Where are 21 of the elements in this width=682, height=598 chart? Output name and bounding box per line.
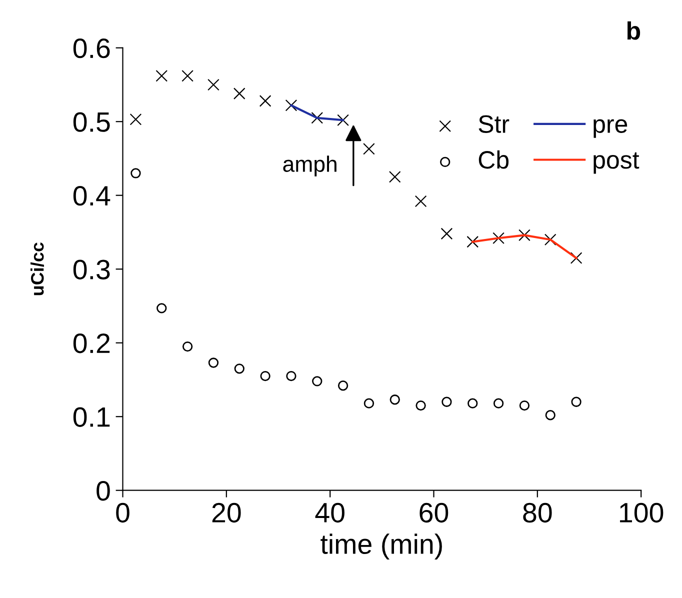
y-tick-label: 0.3 — [73, 260, 110, 280]
y-axis-title: uCi/cc — [30, 242, 44, 296]
y-tick-label: 0.4 — [73, 186, 110, 206]
legend-label: Cb — [478, 150, 509, 169]
chart-title: b — [627, 21, 640, 40]
x-tick-label: 60 — [420, 502, 448, 523]
x-tick-label: 80 — [523, 502, 552, 523]
legend-label: Str — [478, 115, 510, 133]
x-tick-label: 100 — [620, 502, 664, 523]
y-tick-label: 0.6 — [73, 38, 110, 58]
legend-label: pre — [594, 119, 628, 138]
y-tick-label: 0 — [96, 481, 110, 501]
annotation: amph — [283, 156, 336, 176]
x-tick-label: 40 — [315, 502, 344, 523]
x-axis-title: time (min) — [320, 534, 442, 560]
y-tick-label: 0.2 — [73, 334, 110, 354]
legend-label: post — [594, 152, 640, 174]
y-tick-label: 0.1 — [73, 407, 110, 427]
y-tick-label: 0.5 — [73, 112, 110, 132]
x-tick-label: 0 — [116, 502, 130, 523]
x-tick-label: 20 — [212, 502, 241, 523]
